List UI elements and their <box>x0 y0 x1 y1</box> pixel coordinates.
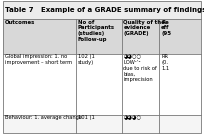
Bar <box>3 1 201 19</box>
Text: ◕◕○○
LOW¹’²
due to risk of
bias,
imprecision: ◕◕○○ LOW¹’² due to risk of bias, impreci… <box>123 54 157 82</box>
Text: ◕◕◕○: ◕◕◕○ <box>123 115 141 120</box>
Bar <box>3 19 201 54</box>
Bar <box>3 54 201 115</box>
Text: 102 (1
study): 102 (1 study) <box>78 54 95 65</box>
Text: Outcomes: Outcomes <box>5 20 35 25</box>
Bar <box>3 115 201 133</box>
Text: Global impression: 1. no
improvement – short term: Global impression: 1. no improvement – s… <box>5 54 72 65</box>
Text: No of
Participants
(studies)
Follow-up: No of Participants (studies) Follow-up <box>78 20 115 42</box>
Text: Re
eff
(95: Re eff (95 <box>161 20 171 36</box>
Text: Quality of the
evidence
(GRADE): Quality of the evidence (GRADE) <box>123 20 165 36</box>
Text: Table 7   Example of a GRADE summary of findings table: Table 7 Example of a GRADE summary of fi… <box>5 7 204 13</box>
Text: 101 (1: 101 (1 <box>78 115 95 120</box>
Text: RR
(0.
1.1: RR (0. 1.1 <box>161 54 169 71</box>
Text: Behaviour: 1. average change: Behaviour: 1. average change <box>5 115 82 120</box>
